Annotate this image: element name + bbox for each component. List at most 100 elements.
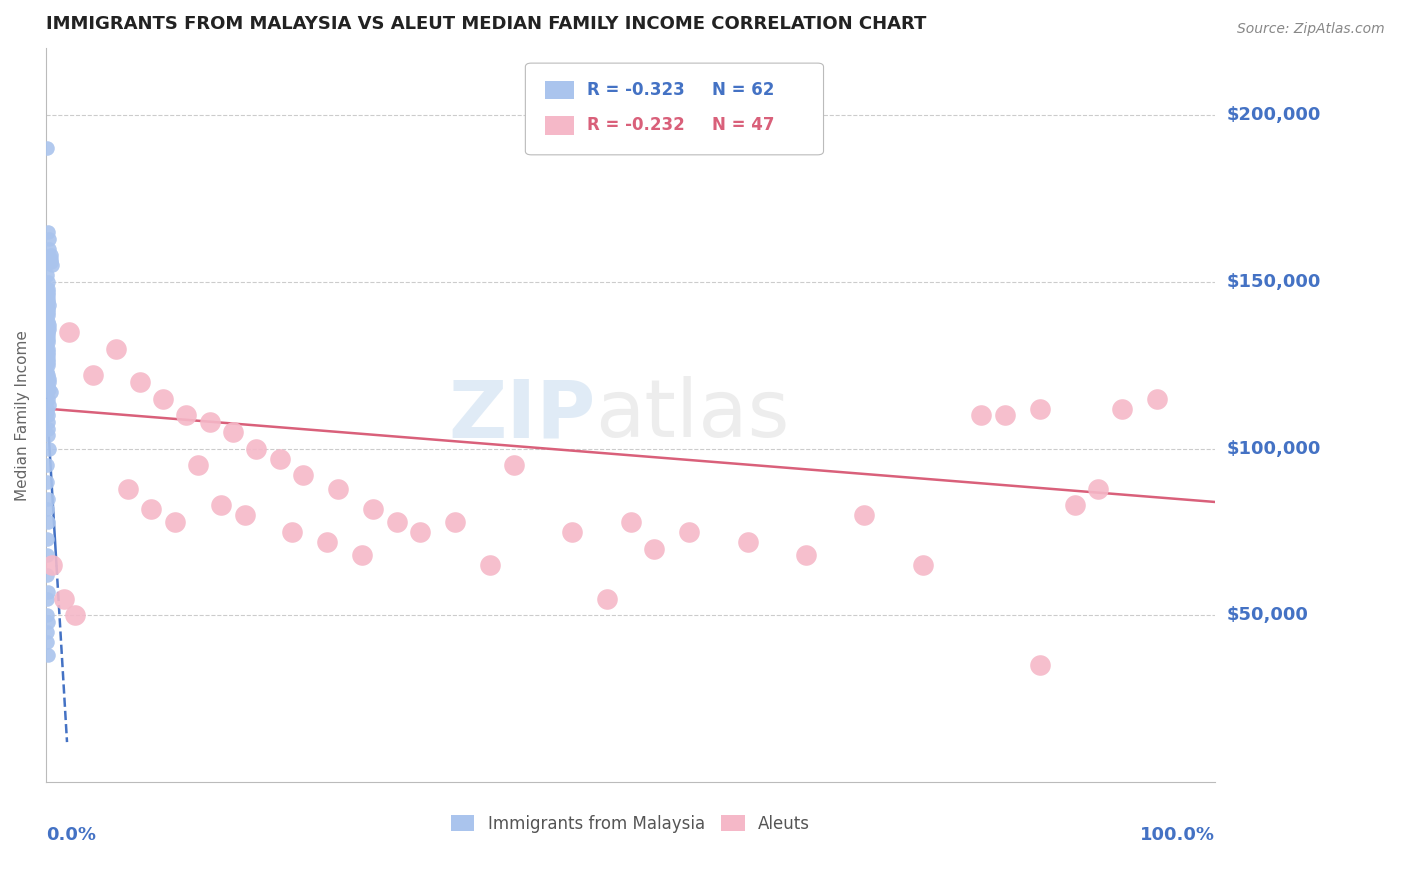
Point <box>37 315 59 329</box>
Point <box>292 468 315 483</box>
Text: R = -0.232: R = -0.232 <box>588 117 685 135</box>
Point <box>385 515 408 529</box>
Point <box>970 409 993 423</box>
Point <box>37 405 59 419</box>
Point <box>39 252 62 266</box>
Point <box>41 258 63 272</box>
Text: atlas: atlas <box>596 376 790 454</box>
Text: $150,000: $150,000 <box>1226 273 1320 291</box>
Point <box>37 305 59 319</box>
Point <box>409 524 432 539</box>
Point <box>643 541 665 556</box>
Point <box>37 325 59 339</box>
Text: N = 62: N = 62 <box>713 81 775 99</box>
Point <box>37 332 59 346</box>
Point <box>37 285 59 299</box>
Point <box>245 442 267 456</box>
Point <box>502 458 524 473</box>
Text: ZIP: ZIP <box>449 376 596 454</box>
Text: N = 47: N = 47 <box>713 117 775 135</box>
Point <box>117 482 139 496</box>
Point <box>37 348 59 362</box>
Point <box>280 524 302 539</box>
Point <box>141 501 163 516</box>
Text: $100,000: $100,000 <box>1226 440 1320 458</box>
Point <box>37 648 59 663</box>
Point <box>37 608 59 623</box>
Point <box>37 365 59 379</box>
Point <box>1029 401 1052 416</box>
Point <box>678 524 700 539</box>
Point <box>350 549 373 563</box>
Point <box>52 591 75 606</box>
Point <box>58 325 80 339</box>
Point <box>37 515 59 529</box>
Point <box>596 591 619 606</box>
Point <box>38 375 60 389</box>
Point <box>1146 392 1168 406</box>
Point <box>38 318 60 333</box>
Point <box>37 568 59 582</box>
Point <box>1111 401 1133 416</box>
Point <box>37 585 59 599</box>
Point <box>328 482 350 496</box>
Point <box>37 491 59 506</box>
Point <box>37 422 59 436</box>
Text: IMMIGRANTS FROM MALAYSIA VS ALEUT MEDIAN FAMILY INCOME CORRELATION CHART: IMMIGRANTS FROM MALAYSIA VS ALEUT MEDIAN… <box>46 15 927 33</box>
Point <box>105 342 128 356</box>
Point <box>37 458 59 473</box>
Point <box>269 451 291 466</box>
Text: Source: ZipAtlas.com: Source: ZipAtlas.com <box>1237 22 1385 37</box>
Point <box>63 608 86 623</box>
Point <box>37 292 59 306</box>
Text: 0.0%: 0.0% <box>46 826 96 844</box>
Point <box>37 342 59 356</box>
Point <box>37 225 59 239</box>
Point <box>37 532 59 546</box>
Point <box>37 281 59 295</box>
Point <box>37 501 59 516</box>
Point <box>37 288 59 302</box>
Bar <box>546 116 575 135</box>
Text: R = -0.323: R = -0.323 <box>588 81 685 99</box>
Point <box>37 275 59 289</box>
Point <box>39 248 62 262</box>
Point <box>315 535 337 549</box>
Text: $200,000: $200,000 <box>1226 106 1320 124</box>
Point <box>37 301 59 316</box>
Point <box>561 524 583 539</box>
Point <box>38 231 60 245</box>
Point <box>38 382 60 396</box>
FancyBboxPatch shape <box>526 63 824 155</box>
Point <box>38 398 60 412</box>
Point <box>37 368 59 383</box>
Y-axis label: Median Family Income: Median Family Income <box>15 330 30 500</box>
Point <box>41 558 63 573</box>
Point <box>37 415 59 429</box>
Point <box>794 549 817 563</box>
Point <box>37 308 59 322</box>
Legend: Immigrants from Malaysia, Aleuts: Immigrants from Malaysia, Aleuts <box>444 808 817 839</box>
Point <box>737 535 759 549</box>
Point <box>37 268 59 283</box>
Point <box>1029 658 1052 673</box>
Point <box>1087 482 1109 496</box>
Point <box>37 475 59 489</box>
Point <box>479 558 502 573</box>
Point <box>82 368 104 383</box>
Point <box>37 635 59 649</box>
Point <box>38 371 60 385</box>
Point <box>38 321 60 335</box>
Point <box>37 141 59 155</box>
Point <box>37 294 59 309</box>
Point <box>853 508 876 523</box>
Point <box>37 355 59 369</box>
Point <box>209 498 232 512</box>
Point <box>37 392 59 406</box>
Point <box>37 328 59 343</box>
Point <box>39 384 62 399</box>
Point <box>174 409 197 423</box>
Point <box>1064 498 1087 512</box>
Point <box>233 508 256 523</box>
Point <box>39 255 62 269</box>
